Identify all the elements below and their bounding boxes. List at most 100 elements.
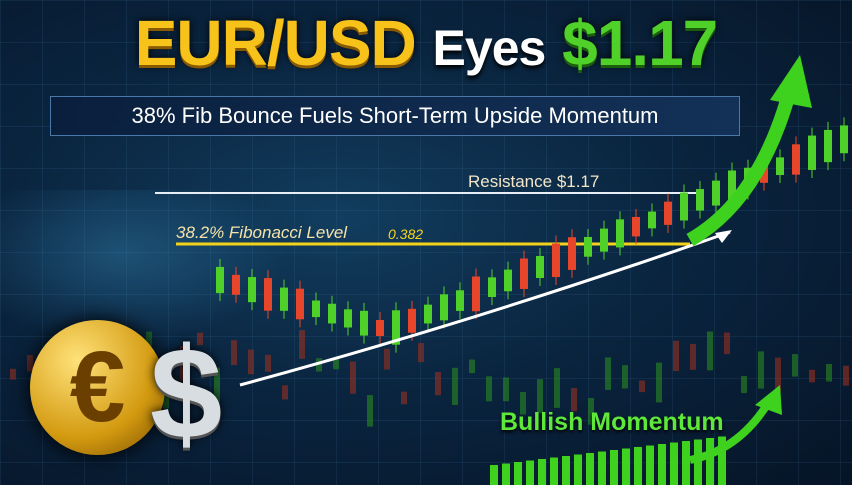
background-candle	[690, 344, 696, 370]
background-candle	[418, 343, 424, 363]
world-map	[0, 190, 300, 350]
candle	[376, 319, 384, 337]
volume-bar	[550, 457, 558, 485]
background-candle	[588, 398, 594, 425]
candle	[264, 278, 272, 311]
candle	[360, 310, 368, 336]
background-candle	[146, 331, 152, 347]
candle	[648, 211, 656, 229]
candle	[792, 144, 800, 175]
background-candle	[452, 367, 458, 405]
candle	[568, 237, 576, 270]
volume-bar	[646, 445, 654, 485]
background-candle	[180, 346, 186, 382]
candle	[584, 236, 592, 257]
candle	[536, 255, 544, 279]
volume-bar	[598, 451, 606, 485]
candle	[440, 294, 448, 321]
candle	[232, 274, 240, 295]
candle	[472, 276, 480, 312]
background-candle	[622, 365, 628, 389]
background-candle	[503, 377, 509, 402]
volume-bar	[718, 436, 726, 485]
big-green-arrow	[686, 88, 797, 247]
volume-bar	[538, 459, 546, 485]
volume-bar	[562, 456, 570, 485]
background-candle	[520, 392, 526, 415]
background-candle	[384, 348, 390, 370]
candle	[344, 309, 352, 328]
background-candle	[333, 359, 339, 370]
background-candle	[537, 379, 543, 413]
background-candle	[571, 388, 577, 412]
candle	[808, 135, 816, 170]
resistance-label: Resistance $1.17	[468, 172, 600, 191]
candle	[840, 125, 848, 154]
background-candle	[486, 376, 492, 402]
background-candle	[316, 358, 322, 372]
volume-bar	[526, 460, 534, 485]
background-candle	[843, 365, 849, 386]
candle	[824, 129, 832, 163]
candle	[680, 192, 688, 221]
candle	[488, 277, 496, 297]
background-candle	[435, 372, 441, 396]
background-candle	[826, 363, 832, 382]
background-candle	[214, 367, 220, 403]
candle	[664, 201, 672, 225]
candle	[712, 180, 720, 206]
background-candle	[10, 368, 16, 380]
candle	[456, 290, 464, 311]
candle	[600, 228, 608, 252]
background-candle	[809, 369, 815, 383]
volume-bar	[610, 450, 618, 485]
euro-coin-icon: €	[30, 320, 165, 455]
volume-bar	[634, 447, 642, 485]
background-candle	[248, 349, 254, 375]
background-candle	[163, 378, 169, 409]
candle	[328, 303, 336, 324]
volume-bar	[622, 448, 630, 485]
background-candle	[605, 357, 611, 390]
headline-target: $1.17	[562, 7, 718, 79]
background-candle	[741, 376, 747, 394]
candle	[408, 308, 416, 333]
background-candle	[639, 380, 645, 393]
candle	[424, 304, 432, 324]
volume-bar	[502, 463, 510, 485]
candle	[216, 266, 224, 294]
candle	[776, 157, 784, 176]
candle	[248, 277, 256, 303]
background-candle	[758, 351, 764, 389]
volume-bar	[586, 453, 594, 485]
volume-bar	[574, 454, 582, 485]
headline-pair: EUR/USD	[134, 7, 417, 79]
background-candle	[299, 330, 305, 359]
momentum-arrow-head	[755, 385, 782, 415]
headline-verb: Eyes	[432, 20, 547, 76]
background-candle	[724, 332, 730, 355]
trend-arrow-head	[715, 230, 732, 243]
background-candle	[656, 362, 662, 403]
fibonacci-value: 0.382	[388, 226, 424, 242]
big-green-arrow-head	[770, 55, 812, 108]
background-candle	[469, 359, 475, 374]
candle	[312, 300, 320, 318]
candle	[552, 243, 560, 278]
background-candle	[401, 391, 407, 405]
volume-bar	[514, 462, 522, 485]
candle	[696, 189, 704, 211]
background-candle	[282, 385, 288, 400]
momentum-label: Bullish Momentum	[500, 408, 724, 436]
volume-bar	[670, 442, 678, 485]
background-candle	[367, 395, 373, 427]
candle	[280, 287, 288, 311]
headline: EUR/USD Eyes $1.17	[0, 6, 852, 80]
candle	[296, 288, 304, 320]
volume-bar	[682, 441, 690, 485]
background-candle	[350, 361, 356, 394]
background-candle	[231, 340, 237, 366]
trend-arrow	[239, 230, 731, 387]
background-candle	[554, 368, 560, 408]
